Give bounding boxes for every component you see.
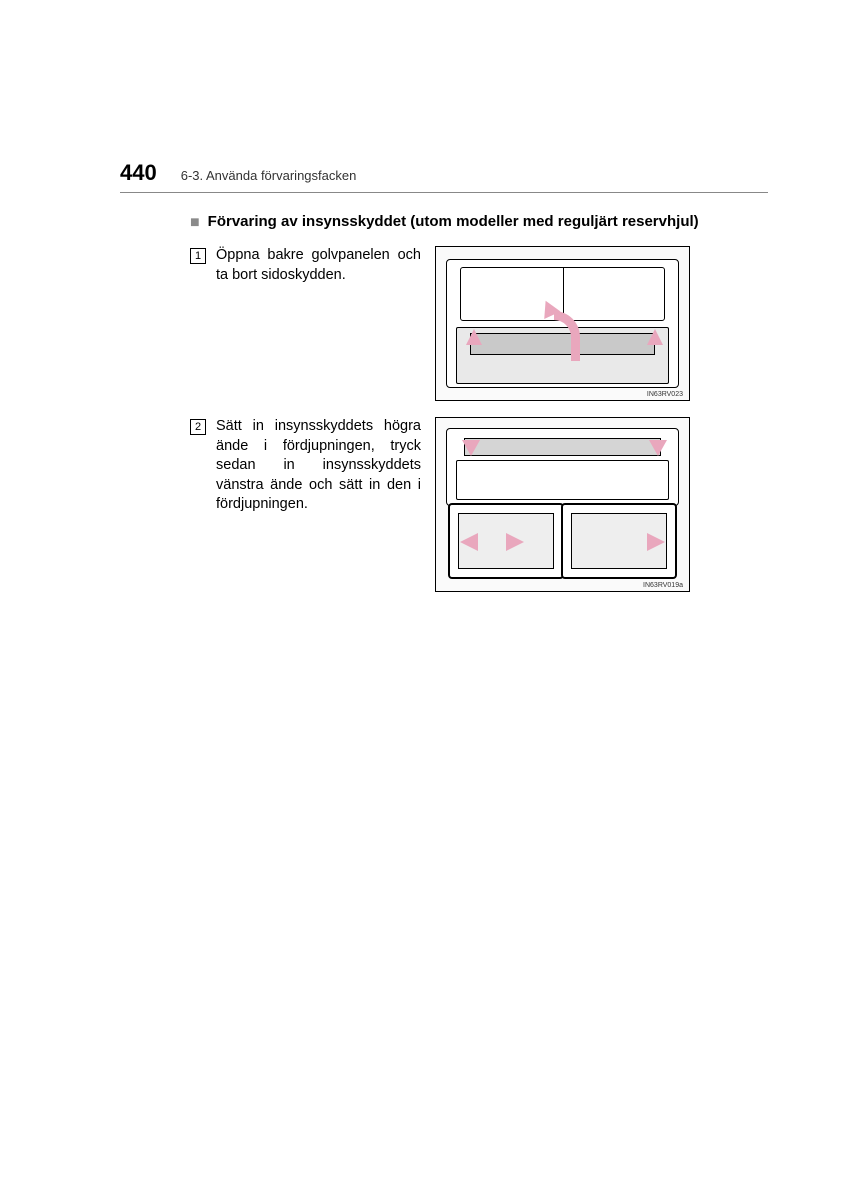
page-number: 440 (120, 160, 157, 186)
arrow-up-icon (647, 329, 663, 345)
illustration-insert-cover: IN63RV019a (435, 417, 690, 592)
step-text: Öppna bakre golvpanelen och ta bort sido… (216, 246, 421, 401)
arrow-right-icon (506, 533, 524, 551)
breadcrumb: 6-3. Använda förvaringsfacken (181, 168, 357, 183)
step-number-badge: 1 (190, 248, 206, 264)
trunk-diagram (442, 253, 683, 394)
image-id-label: IN63RV019a (641, 582, 685, 589)
detail-inset-left (448, 503, 564, 579)
section-heading: Förvaring av insynsskyddet (utom modelle… (208, 213, 758, 230)
page-header: 440 6-3. Använda förvaringsfacken (120, 160, 768, 193)
page-container: 440 6-3. Använda förvaringsfacken ■ Förv… (0, 0, 848, 668)
step-text: Sätt in insynsskyddets högra ände i förd… (216, 417, 421, 592)
arrow-right-icon (647, 533, 665, 551)
arrow-left-icon (460, 533, 478, 551)
step-body: Öppna bakre golvpanelen och ta bort sido… (216, 246, 758, 401)
arrow-down-icon (462, 440, 480, 456)
step-body: Sätt in insynsskyddets högra ände i förd… (216, 417, 758, 592)
arrow-down-icon (649, 440, 667, 456)
image-id-label: IN63RV023 (645, 391, 685, 398)
trunk-diagram (442, 424, 683, 585)
step-1: 1 Öppna bakre golvpanelen och ta bort si… (190, 246, 758, 401)
arrow-up-icon (466, 329, 482, 345)
section: ■ Förvaring av insynsskyddet (utom model… (140, 213, 758, 592)
step-number-badge: 2 (190, 419, 206, 435)
detail-inset-right (561, 503, 677, 579)
illustration-trunk-open: IN63RV023 (435, 246, 690, 401)
section-title-row: ■ Förvaring av insynsskyddet (utom model… (190, 213, 758, 232)
square-marker-icon: ■ (190, 213, 200, 232)
step-2: 2 Sätt in insynsskyddets högra ände i fö… (190, 417, 758, 592)
